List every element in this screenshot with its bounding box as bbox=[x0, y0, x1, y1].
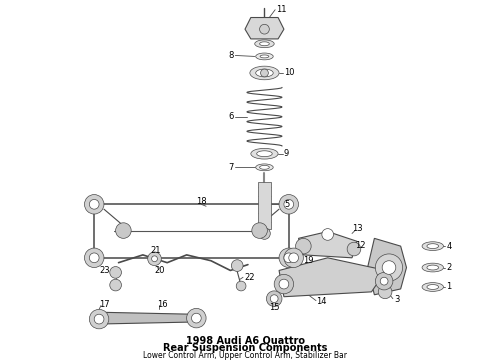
Circle shape bbox=[295, 238, 311, 254]
Polygon shape bbox=[368, 238, 407, 295]
Ellipse shape bbox=[260, 42, 270, 46]
Text: 8: 8 bbox=[228, 51, 233, 60]
Circle shape bbox=[84, 194, 104, 214]
Circle shape bbox=[274, 274, 294, 294]
Circle shape bbox=[110, 279, 122, 291]
Text: 1: 1 bbox=[446, 283, 452, 292]
Circle shape bbox=[260, 24, 270, 34]
Circle shape bbox=[147, 252, 161, 266]
Text: 5: 5 bbox=[284, 200, 289, 209]
Ellipse shape bbox=[427, 265, 439, 270]
Circle shape bbox=[187, 309, 206, 328]
Ellipse shape bbox=[427, 244, 439, 248]
Ellipse shape bbox=[260, 165, 270, 169]
Text: 21: 21 bbox=[150, 247, 161, 256]
Ellipse shape bbox=[256, 69, 273, 77]
Circle shape bbox=[267, 291, 282, 306]
Circle shape bbox=[151, 256, 157, 262]
Text: 12: 12 bbox=[355, 241, 366, 250]
Polygon shape bbox=[258, 182, 271, 229]
Text: 10: 10 bbox=[284, 68, 294, 77]
Text: 14: 14 bbox=[316, 297, 326, 306]
Circle shape bbox=[347, 242, 361, 256]
Ellipse shape bbox=[422, 263, 443, 272]
Circle shape bbox=[378, 285, 392, 299]
Polygon shape bbox=[245, 18, 284, 39]
Text: Rear Suspension Components: Rear Suspension Components bbox=[163, 343, 327, 354]
Circle shape bbox=[382, 261, 396, 274]
Circle shape bbox=[110, 266, 122, 278]
Text: 13: 13 bbox=[352, 224, 363, 233]
Text: 6: 6 bbox=[228, 112, 233, 121]
Text: 11: 11 bbox=[276, 5, 287, 14]
Circle shape bbox=[84, 248, 104, 267]
Circle shape bbox=[279, 279, 289, 289]
Ellipse shape bbox=[260, 55, 269, 58]
Circle shape bbox=[252, 223, 268, 238]
Ellipse shape bbox=[427, 284, 439, 289]
Ellipse shape bbox=[422, 283, 443, 291]
Text: 15: 15 bbox=[270, 303, 280, 312]
Circle shape bbox=[279, 248, 298, 267]
Text: 16: 16 bbox=[157, 300, 168, 309]
Ellipse shape bbox=[251, 148, 278, 159]
Circle shape bbox=[231, 260, 243, 271]
Text: 22: 22 bbox=[244, 273, 254, 282]
Ellipse shape bbox=[250, 66, 279, 80]
Circle shape bbox=[322, 229, 334, 240]
Circle shape bbox=[89, 253, 99, 263]
Circle shape bbox=[375, 273, 393, 290]
Text: 2: 2 bbox=[446, 263, 452, 272]
Text: 9: 9 bbox=[284, 149, 289, 158]
Circle shape bbox=[116, 223, 131, 238]
Text: 20: 20 bbox=[154, 266, 165, 275]
Circle shape bbox=[289, 253, 298, 263]
Circle shape bbox=[261, 69, 269, 77]
Circle shape bbox=[375, 254, 403, 281]
Text: 3: 3 bbox=[394, 295, 399, 304]
Polygon shape bbox=[279, 258, 386, 297]
Ellipse shape bbox=[255, 40, 274, 48]
Text: 19: 19 bbox=[303, 256, 314, 265]
Ellipse shape bbox=[256, 53, 273, 60]
Text: 17: 17 bbox=[99, 300, 110, 309]
Circle shape bbox=[89, 199, 99, 209]
Circle shape bbox=[259, 228, 270, 239]
Ellipse shape bbox=[422, 242, 443, 251]
Circle shape bbox=[380, 277, 388, 285]
Circle shape bbox=[270, 295, 278, 302]
Ellipse shape bbox=[257, 151, 272, 157]
Polygon shape bbox=[102, 312, 194, 324]
Ellipse shape bbox=[256, 164, 273, 171]
Circle shape bbox=[94, 314, 104, 324]
Circle shape bbox=[192, 313, 201, 323]
Text: 1998 Audi A6 Quattro: 1998 Audi A6 Quattro bbox=[186, 336, 304, 346]
Circle shape bbox=[284, 253, 294, 263]
Text: 18: 18 bbox=[196, 197, 207, 206]
Circle shape bbox=[279, 194, 298, 214]
Text: 4: 4 bbox=[446, 242, 452, 251]
Circle shape bbox=[284, 199, 294, 209]
Circle shape bbox=[89, 309, 109, 329]
Text: 23: 23 bbox=[99, 266, 110, 275]
Circle shape bbox=[236, 281, 246, 291]
Circle shape bbox=[284, 248, 303, 267]
Text: 7: 7 bbox=[228, 163, 233, 172]
Text: Lower Control Arm, Upper Control Arm, Stabilizer Bar: Lower Control Arm, Upper Control Arm, St… bbox=[143, 351, 347, 360]
Polygon shape bbox=[298, 231, 357, 258]
